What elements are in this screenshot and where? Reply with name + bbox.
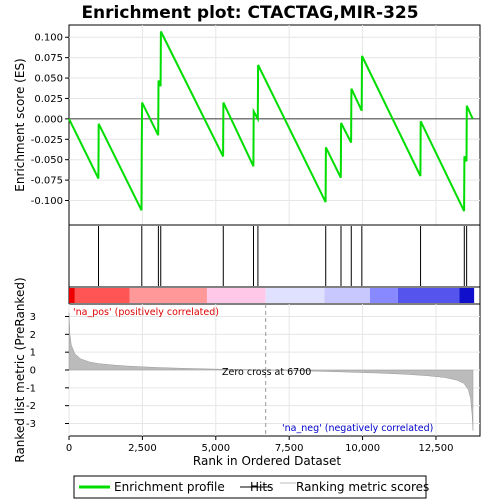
metric-y-tick-label: 0 bbox=[30, 366, 36, 377]
metric-y-tick-label: -3 bbox=[26, 419, 36, 430]
hits-frame bbox=[68, 224, 481, 288]
es-y-tick-label: 0.025 bbox=[34, 94, 63, 105]
metric-y-ticks: 3 2 1 0 -1 -2 -3 bbox=[26, 312, 69, 430]
neg-correlated-label: 'na_neg' (negatively correlated) bbox=[282, 423, 433, 434]
es-axis-title: Enrichment score (ES) bbox=[13, 58, 27, 191]
x-tick-label: 12,500 bbox=[418, 443, 453, 454]
legend-label-enrichment: Enrichment profile bbox=[114, 480, 225, 494]
heatmap-block bbox=[206, 288, 266, 303]
es-y-tick-label: 0.050 bbox=[34, 74, 63, 85]
es-y-tick-label: 0.100 bbox=[34, 33, 63, 44]
x-axis-title: Rank in Ordered Dataset bbox=[193, 454, 341, 468]
metric-y-tick-label: -1 bbox=[26, 383, 36, 394]
ranking-metric-area bbox=[68, 312, 474, 431]
es-y-tick-label: -0.100 bbox=[31, 196, 63, 207]
heatmap-block bbox=[69, 288, 75, 303]
x-tick-label: 10,000 bbox=[345, 443, 380, 454]
es-y-tick-label: 0.075 bbox=[34, 53, 63, 64]
heatmap-block bbox=[129, 288, 207, 303]
zero-cross-label: Zero cross at 6700 bbox=[222, 367, 311, 378]
hits-panel bbox=[68, 224, 481, 288]
es-y-tick-label: -0.025 bbox=[31, 135, 63, 146]
metric-y-tick-label: -2 bbox=[26, 401, 36, 412]
heatmap-block bbox=[369, 288, 398, 303]
heatmap-block bbox=[459, 288, 475, 303]
metric-axis-title: Ranked list metric (PreRanked) bbox=[13, 277, 27, 462]
x-tick-label: 7,500 bbox=[275, 443, 304, 454]
metric-x-ticks: 0 2,500 5,000 7,500 10,000 12,500 bbox=[66, 436, 453, 454]
metric-y-tick-label: 1 bbox=[30, 348, 36, 359]
es-y-ticks: -0.100 -0.075 -0.050 -0.025 0.000 0.025 0.050 0… bbox=[31, 33, 69, 207]
heatmap-block bbox=[324, 288, 370, 303]
x-tick-label: 2,500 bbox=[128, 443, 157, 454]
heatmap-block bbox=[397, 288, 460, 303]
heatmap-block bbox=[265, 288, 325, 303]
es-y-tick-label: 0.000 bbox=[34, 114, 63, 125]
es-plot-frame bbox=[68, 24, 481, 226]
legend-label-hits: Hits bbox=[250, 480, 273, 494]
ranking-heatmap-bar bbox=[68, 286, 481, 305]
metric-y-tick-label: 3 bbox=[30, 312, 36, 323]
es-y-tick-label: -0.050 bbox=[31, 155, 63, 166]
enrichment-score-panel: -0.100 -0.075 -0.050 -0.025 0.000 0.025 0.050 0… bbox=[13, 24, 481, 226]
legend-label-metric: Ranking metric scores bbox=[296, 480, 429, 494]
pos-correlated-label: 'na_pos' (positively correlated) bbox=[73, 307, 219, 318]
heatmap-blocks bbox=[69, 288, 475, 303]
chart-title: Enrichment plot: CTACTAG,MIR-325 bbox=[81, 3, 418, 23]
x-tick-label: 0 bbox=[66, 443, 72, 454]
metric-y-tick-label: 2 bbox=[30, 330, 36, 341]
heatmap-block bbox=[74, 288, 130, 303]
es-y-tick-label: -0.075 bbox=[31, 176, 63, 187]
legend: Enrichment profile Hits Ranking metric s… bbox=[73, 475, 429, 499]
x-tick-label: 5,000 bbox=[201, 443, 230, 454]
enrichment-profile-line bbox=[68, 31, 474, 212]
hit-markers bbox=[98, 226, 468, 286]
